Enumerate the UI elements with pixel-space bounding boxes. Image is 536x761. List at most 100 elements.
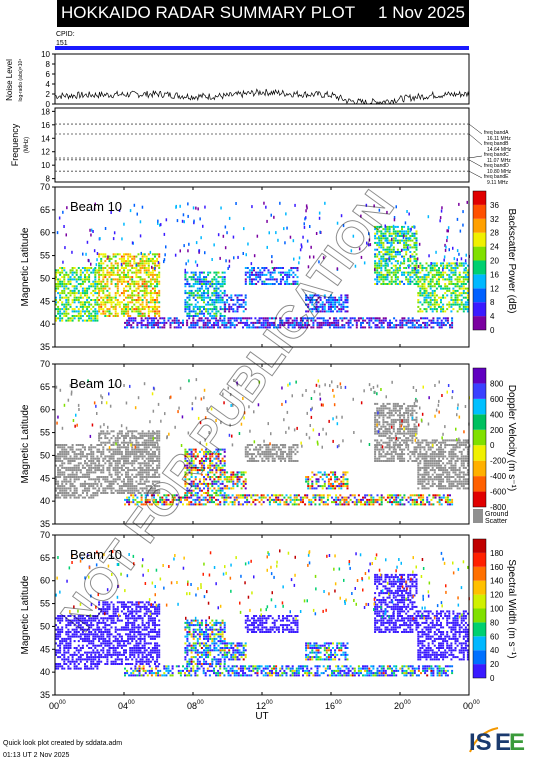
data-cell: [318, 321, 321, 324]
data-cell: [374, 278, 377, 281]
data-cell: [411, 232, 414, 235]
data-cell: [380, 271, 383, 274]
data-cell: [399, 430, 401, 433]
data-cell: [153, 317, 155, 320]
data-cell: [261, 280, 264, 283]
data-cell: [127, 301, 130, 304]
data-cell: [211, 303, 214, 306]
data-cell: [131, 296, 134, 299]
data-cell: [343, 317, 346, 320]
data-cell: [242, 305, 245, 308]
data-cell: [139, 262, 142, 265]
data-cell: [116, 476, 119, 478]
data-cell: [116, 462, 119, 465]
data-cell: [200, 310, 203, 313]
data-cell: [399, 416, 401, 419]
data-cell: [143, 480, 146, 483]
data-cell: [403, 255, 406, 258]
data-cell: [149, 469, 152, 472]
data-cell: [156, 448, 159, 451]
data-cell: [96, 450, 99, 453]
data-cell: [123, 441, 125, 444]
data-cell: [386, 248, 389, 251]
data-cell: [413, 278, 416, 281]
data-cell: [94, 285, 97, 288]
data-cell: [275, 455, 278, 458]
data-cell: [413, 428, 416, 430]
data-cell: [433, 285, 436, 288]
data-cell: [431, 310, 434, 313]
data-cell: [431, 469, 434, 472]
data-cell: [66, 206, 68, 210]
data-cell: [307, 487, 310, 490]
data-cell: [423, 278, 426, 281]
data-cell: [69, 319, 72, 322]
data-cell: [378, 262, 381, 265]
data-cell: [251, 455, 253, 458]
data-cell: [188, 453, 191, 456]
data-cell: [403, 317, 406, 320]
data-cell: [114, 273, 117, 276]
data-cell: [84, 473, 86, 476]
data-cell: [419, 478, 422, 481]
data-cell: [198, 280, 201, 283]
data-cell: [384, 264, 387, 267]
data-cell: [196, 292, 199, 295]
data-cell: [84, 305, 86, 308]
data-cell: [357, 317, 360, 320]
data-cell: [192, 469, 195, 472]
data-cell: [433, 471, 436, 474]
data-cell: [141, 482, 144, 485]
data-cell: [415, 425, 418, 428]
data-cell: [59, 271, 62, 274]
data-cell: [411, 280, 414, 283]
data-cell: [209, 460, 212, 462]
data-cell: [94, 462, 97, 465]
data-cell: [232, 487, 235, 490]
data-cell: [464, 273, 467, 276]
data-cell: [221, 319, 224, 322]
data-cell: [149, 283, 152, 285]
data-cell: [190, 326, 193, 329]
data-cell: [378, 319, 381, 322]
data-cell: [267, 271, 270, 274]
data-cell: [261, 457, 264, 460]
data-cell: [123, 312, 125, 315]
data-cell: [392, 251, 395, 253]
data-cell: [120, 292, 123, 295]
data-cell: [192, 466, 195, 469]
data-cell: [388, 251, 391, 253]
data-cell: [415, 319, 418, 322]
data-cell: [342, 473, 345, 476]
data-cell: [255, 271, 258, 274]
data-cell: [194, 289, 197, 292]
data-cell: [429, 267, 432, 269]
data-cell: [184, 268, 186, 272]
data-cell: [63, 462, 66, 465]
data-cell: [147, 285, 150, 288]
data-cell: [108, 460, 111, 462]
data-cell: [399, 432, 401, 435]
data-cell: [380, 319, 383, 322]
data-cell: [417, 319, 420, 322]
data-cell: [403, 241, 406, 244]
data-cell: [102, 471, 105, 474]
data-cell: [196, 308, 199, 311]
data-cell: [130, 319, 133, 322]
data-cell: [215, 464, 218, 467]
data-cell: [450, 294, 453, 297]
data-cell: [376, 248, 379, 251]
data-cell: [112, 264, 115, 267]
data-cell: [229, 319, 232, 322]
data-cell: [149, 434, 152, 437]
data-cell: [75, 444, 78, 446]
data-cell: [226, 231, 228, 235]
data-cell: [466, 278, 469, 281]
data-cell: [427, 444, 430, 446]
data-cell: [378, 278, 381, 281]
data-cell: [123, 303, 125, 306]
data-cell: [55, 482, 57, 485]
data-cell: [405, 409, 408, 412]
data-cell: [116, 469, 119, 472]
data-cell: [378, 414, 381, 417]
